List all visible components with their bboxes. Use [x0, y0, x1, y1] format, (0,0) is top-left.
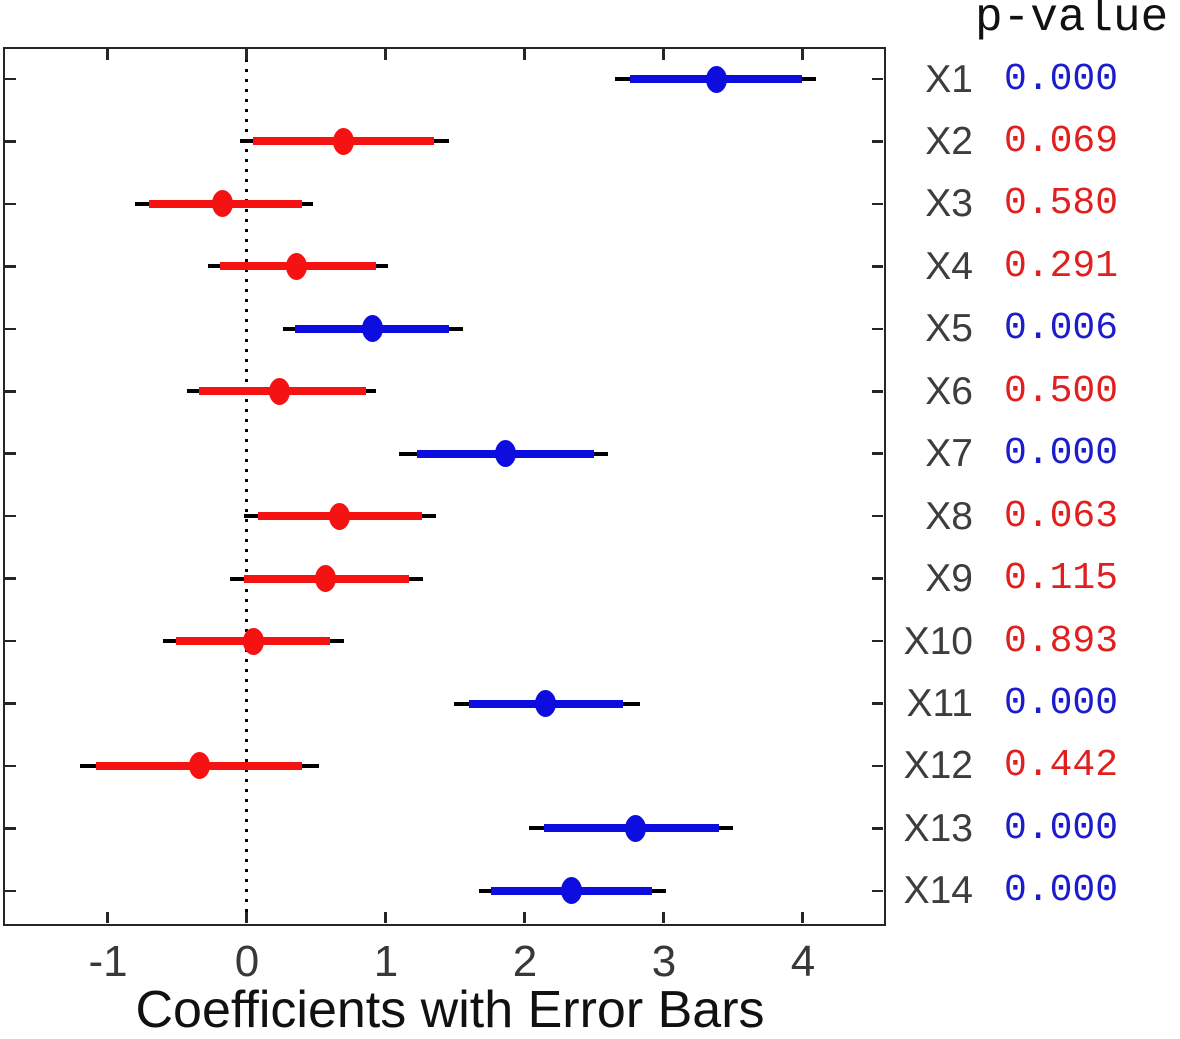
y-tick-left — [5, 889, 16, 893]
variable-label-X13: X13 — [903, 806, 973, 850]
x-tick-label: -1 — [88, 937, 128, 986]
y-tick-right — [872, 452, 883, 455]
estimate-marker-X12 — [188, 752, 210, 780]
x-tick-bottom — [245, 912, 248, 923]
estimate-marker-X10 — [242, 627, 264, 655]
x-axis-title: Coefficients with Error Bars — [135, 981, 765, 1039]
y-tick-right — [872, 889, 883, 893]
variable-label-X8: X8 — [925, 494, 973, 538]
zero-reference-line — [245, 49, 248, 924]
pvalue-X12: 0.442 — [1004, 744, 1119, 788]
estimate-marker-X9 — [315, 565, 337, 593]
variable-label-X11: X11 — [906, 682, 974, 725]
x-tick-bottom — [662, 912, 665, 923]
y-tick-right — [872, 827, 883, 830]
y-tick-left — [5, 265, 16, 268]
x-tick-bottom — [384, 912, 387, 923]
y-tick-right — [872, 202, 883, 206]
variable-label-X10: X10 — [903, 619, 973, 663]
estimate-marker-X5 — [362, 315, 384, 343]
y-tick-right — [872, 77, 883, 81]
variable-label-X3: X3 — [925, 182, 973, 226]
pvalue-X13: 0.000 — [1004, 806, 1119, 850]
y-tick-left — [5, 140, 16, 143]
y-tick-right — [872, 140, 883, 143]
x-tick-bottom — [523, 912, 526, 923]
pvalue-X4: 0.291 — [1004, 244, 1119, 288]
y-tick-left — [5, 639, 16, 643]
y-tick-right — [872, 764, 883, 768]
estimate-marker-X2 — [333, 127, 355, 155]
y-tick-left — [5, 702, 16, 705]
pvalue-X10: 0.893 — [1004, 619, 1119, 663]
variable-label-X5: X5 — [925, 307, 973, 351]
x-tick-bottom — [106, 912, 109, 923]
x-tick-top — [106, 49, 109, 60]
pvalue-column-header: p-value — [975, 0, 1169, 44]
variable-label-X12: X12 — [903, 744, 973, 788]
pvalue-X6: 0.500 — [1004, 369, 1119, 413]
pvalue-X11: 0.000 — [1004, 682, 1119, 725]
x-tick-top — [801, 49, 804, 60]
estimate-marker-X1 — [705, 65, 727, 93]
pvalue-X14: 0.000 — [1004, 869, 1119, 913]
estimate-marker-X11 — [534, 690, 556, 717]
x-tick-top — [662, 49, 665, 60]
variable-label-X7: X7 — [925, 432, 973, 476]
estimate-marker-X7 — [494, 440, 516, 468]
variable-label-X1: X1 — [925, 57, 973, 101]
x-tick-bottom — [801, 912, 804, 923]
y-tick-left — [5, 514, 16, 518]
y-tick-right — [872, 639, 883, 643]
pvalue-X1: 0.000 — [1004, 57, 1119, 101]
pvalue-X2: 0.069 — [1004, 119, 1119, 163]
y-tick-left — [5, 764, 16, 768]
x-tick-label: 3 — [651, 937, 677, 986]
y-tick-left — [5, 390, 16, 393]
x-tick-top — [523, 49, 526, 60]
y-tick-left — [5, 202, 16, 206]
y-tick-left — [5, 327, 16, 331]
variable-label-X2: X2 — [925, 119, 973, 163]
estimate-marker-X14 — [561, 877, 583, 905]
estimate-marker-X8 — [329, 502, 351, 530]
x-tick-top — [245, 49, 248, 60]
pvalue-X3: 0.580 — [1004, 182, 1119, 226]
y-tick-left — [5, 77, 16, 81]
x-tick-top — [384, 49, 387, 60]
variable-label-X9: X9 — [925, 557, 973, 601]
pvalue-X9: 0.115 — [1004, 557, 1119, 601]
y-tick-right — [872, 577, 883, 580]
estimate-marker-X13 — [625, 814, 647, 842]
y-tick-right — [872, 265, 883, 268]
estimate-marker-X6 — [269, 377, 291, 405]
y-tick-right — [872, 702, 883, 705]
x-tick-label: 1 — [373, 937, 399, 986]
pvalue-X5: 0.006 — [1004, 307, 1119, 351]
y-tick-right — [872, 327, 883, 331]
pvalue-X7: 0.000 — [1004, 432, 1119, 476]
variable-label-X6: X6 — [925, 369, 973, 413]
x-tick-label: 2 — [512, 937, 538, 986]
y-tick-left — [5, 827, 16, 830]
x-tick-label: 4 — [790, 937, 816, 986]
estimate-marker-X4 — [286, 252, 308, 280]
x-tick-label: 0 — [234, 937, 260, 986]
y-tick-right — [872, 514, 883, 518]
y-tick-left — [5, 452, 16, 455]
variable-label-X4: X4 — [925, 244, 973, 288]
y-tick-right — [872, 390, 883, 393]
pvalue-X8: 0.063 — [1004, 494, 1119, 538]
plot-area — [3, 47, 886, 926]
y-tick-left — [5, 577, 16, 580]
estimate-marker-X3 — [212, 190, 234, 218]
variable-label-X14: X14 — [903, 869, 973, 913]
